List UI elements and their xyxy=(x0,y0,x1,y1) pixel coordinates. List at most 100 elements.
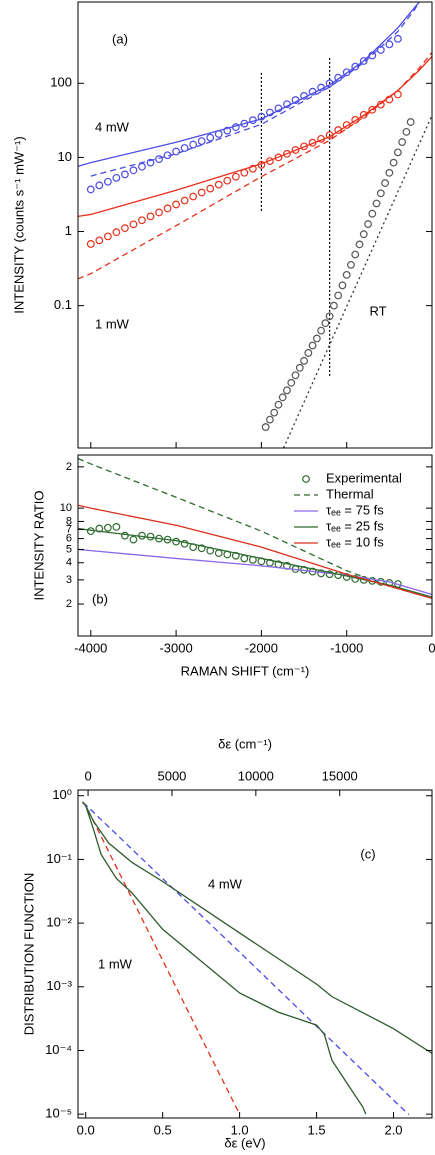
marker xyxy=(121,170,129,179)
y-tick-label: 0.1 xyxy=(54,297,72,312)
marker xyxy=(180,196,189,205)
marker xyxy=(359,57,368,65)
marker xyxy=(274,400,283,409)
marker xyxy=(95,236,104,245)
marker xyxy=(240,119,249,128)
marker xyxy=(129,220,138,229)
series-line xyxy=(82,801,367,1115)
plot-area xyxy=(78,457,432,599)
marker xyxy=(300,356,308,365)
marker xyxy=(351,250,360,259)
y-tick-label: 5 xyxy=(66,543,72,555)
x2-axis-label: δε (cm⁻¹) xyxy=(218,736,272,751)
marker xyxy=(129,166,138,175)
marker xyxy=(334,291,343,300)
annotation: (b) xyxy=(92,591,108,606)
legend-label: Experimental xyxy=(326,470,402,485)
marker xyxy=(364,220,372,228)
y-tick-label: 2 xyxy=(66,461,72,473)
y-tick-label: 10⁻² xyxy=(46,915,72,930)
series-line xyxy=(82,801,432,1054)
marker xyxy=(330,301,338,310)
x2-tick-label: 10000 xyxy=(238,768,274,783)
y-tick-label: 10⁻⁴ xyxy=(45,1042,72,1057)
marker xyxy=(389,158,398,167)
x-tick-label: 0.5 xyxy=(154,1122,172,1137)
x-tick-label: 2.0 xyxy=(384,1122,402,1137)
marker xyxy=(283,386,291,395)
y-tick-label: 6 xyxy=(66,532,72,544)
marker xyxy=(334,73,343,82)
x2-tick-label: 15000 xyxy=(322,768,358,783)
marker xyxy=(172,147,180,156)
frame xyxy=(77,454,433,637)
marker xyxy=(95,181,104,190)
y-tick-label: 10⁻⁵ xyxy=(45,1106,72,1121)
marker xyxy=(197,188,206,197)
marker xyxy=(270,408,279,417)
series-line xyxy=(78,527,432,598)
x2-tick-label: 5000 xyxy=(157,768,186,783)
marker xyxy=(325,312,334,321)
marker xyxy=(206,184,215,193)
series-line xyxy=(90,2,420,177)
marker xyxy=(385,40,394,49)
marker xyxy=(372,199,381,208)
marker xyxy=(103,523,112,532)
y-tick-label: 3 xyxy=(66,574,72,586)
marker xyxy=(368,209,377,218)
x-tick-label: -4000 xyxy=(74,640,107,655)
series-line xyxy=(78,2,420,167)
marker xyxy=(240,554,249,563)
marker xyxy=(103,177,112,186)
marker xyxy=(112,228,121,237)
frame xyxy=(77,789,433,1119)
plot-area xyxy=(78,2,432,448)
marker xyxy=(355,240,364,249)
marker xyxy=(359,230,368,239)
marker xyxy=(189,192,198,201)
x-tick-label: -3000 xyxy=(159,640,192,655)
marker xyxy=(385,168,394,177)
marker xyxy=(347,260,355,269)
marker xyxy=(248,164,257,173)
marker xyxy=(266,558,274,567)
legend-label: τₑₑ = 10 fs xyxy=(326,534,384,549)
marker xyxy=(304,349,313,357)
marker xyxy=(342,270,351,279)
marker xyxy=(155,208,163,217)
annotation: (a) xyxy=(112,31,128,46)
marker xyxy=(163,204,172,213)
marker xyxy=(368,105,377,114)
legend-label: τₑₑ = 75 fs xyxy=(326,502,384,517)
frame xyxy=(77,1,433,449)
marker xyxy=(223,176,232,185)
marker xyxy=(86,240,95,248)
y-tick-label: 10⁻¹ xyxy=(46,851,72,866)
marker xyxy=(112,173,121,182)
annotation: 1 mW xyxy=(98,956,133,971)
marker xyxy=(398,138,407,146)
legend-marker xyxy=(302,475,310,483)
series-line xyxy=(282,115,432,448)
series-line xyxy=(78,457,432,599)
x-tick-label: 0.0 xyxy=(77,1122,95,1137)
marker xyxy=(146,158,155,167)
marker xyxy=(338,281,347,290)
marker xyxy=(206,133,215,142)
marker xyxy=(172,200,180,209)
y-axis-label: INTENSITY (counts s⁻¹ mW⁻¹) xyxy=(11,136,26,313)
marker xyxy=(121,531,129,540)
marker xyxy=(274,153,283,162)
marker xyxy=(180,144,189,152)
marker xyxy=(155,155,163,163)
x-axis-label: RAMAN SHIFT (cm⁻¹) xyxy=(181,663,310,678)
series-line xyxy=(78,52,432,280)
marker xyxy=(278,393,287,402)
series-line xyxy=(78,504,432,599)
marker xyxy=(138,162,146,171)
marker xyxy=(393,148,402,157)
marker xyxy=(402,127,411,136)
marker xyxy=(180,539,189,548)
marker xyxy=(291,146,300,154)
